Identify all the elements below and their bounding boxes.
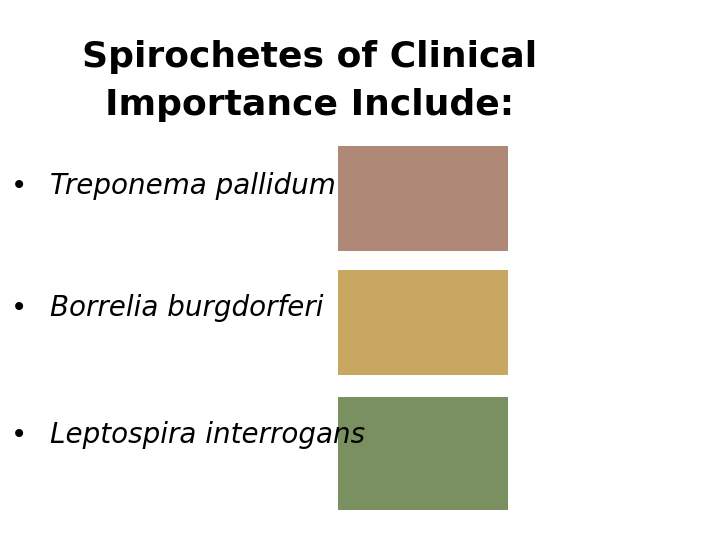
Text: Treponema pallidum: Treponema pallidum [50, 172, 336, 200]
Text: •: • [11, 421, 27, 449]
Text: Leptospira interrogans: Leptospira interrogans [50, 421, 366, 449]
Text: Borrelia burgdorferi: Borrelia burgdorferi [50, 294, 324, 322]
Text: Spirochetes of Clinical: Spirochetes of Clinical [82, 40, 537, 73]
Text: •: • [11, 172, 27, 200]
Text: •: • [11, 294, 27, 322]
Text: Importance Include:: Importance Include: [105, 89, 514, 122]
Bar [338, 146, 508, 251]
Bar [338, 270, 508, 375]
Bar [338, 397, 508, 510]
